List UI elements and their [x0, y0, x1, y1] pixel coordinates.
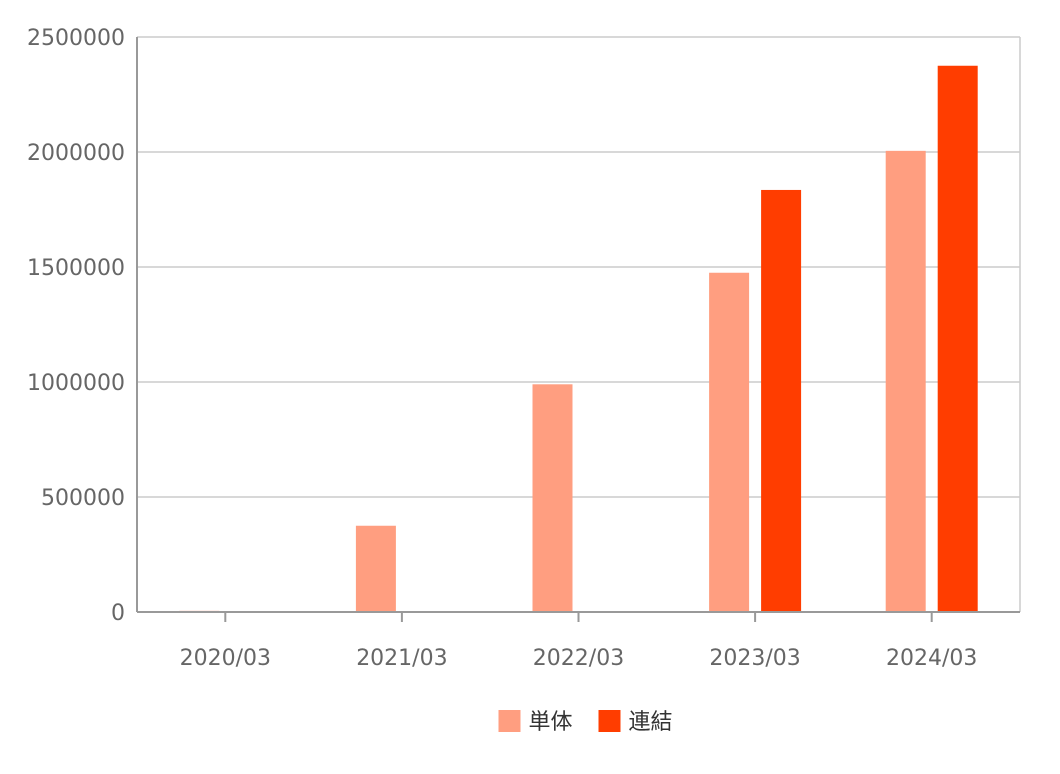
axes	[136, 37, 1021, 622]
bars	[179, 65, 978, 612]
x-tick-label: 2020/03	[180, 646, 271, 671]
bar-standalone	[355, 525, 396, 612]
y-tick-label: 500000	[41, 486, 125, 511]
bar-standalone	[709, 272, 750, 612]
x-tick-label: 2023/03	[709, 646, 800, 671]
y-tick-labels: 0 500000 1000000 1500000 2000000 2500000	[27, 26, 125, 626]
y-tick-label: 1500000	[27, 256, 125, 281]
legend-label: 単体	[529, 710, 573, 735]
legend-swatch	[598, 710, 621, 732]
y-tick-label: 0	[111, 601, 125, 626]
x-tick-label: 2024/03	[886, 646, 977, 671]
bar-standalone	[885, 150, 926, 612]
y-tick-label: 2000000	[27, 141, 125, 166]
y-tick-label: 2500000	[27, 26, 125, 51]
legend-label: 連結	[629, 710, 673, 735]
legend-swatch	[498, 710, 521, 732]
x-tick-labels: 2020/03 2021/03 2022/03 2023/03 2024/03	[180, 646, 978, 671]
x-tick-label: 2021/03	[356, 646, 447, 671]
legend: 単体 連結	[498, 710, 673, 735]
y-tick-label: 1000000	[27, 371, 125, 396]
bar-consolidated	[761, 189, 802, 612]
x-tick-label: 2022/03	[533, 646, 624, 671]
gridlines	[137, 36, 1020, 498]
bar-consolidated	[937, 65, 978, 612]
bar-standalone	[532, 384, 573, 612]
